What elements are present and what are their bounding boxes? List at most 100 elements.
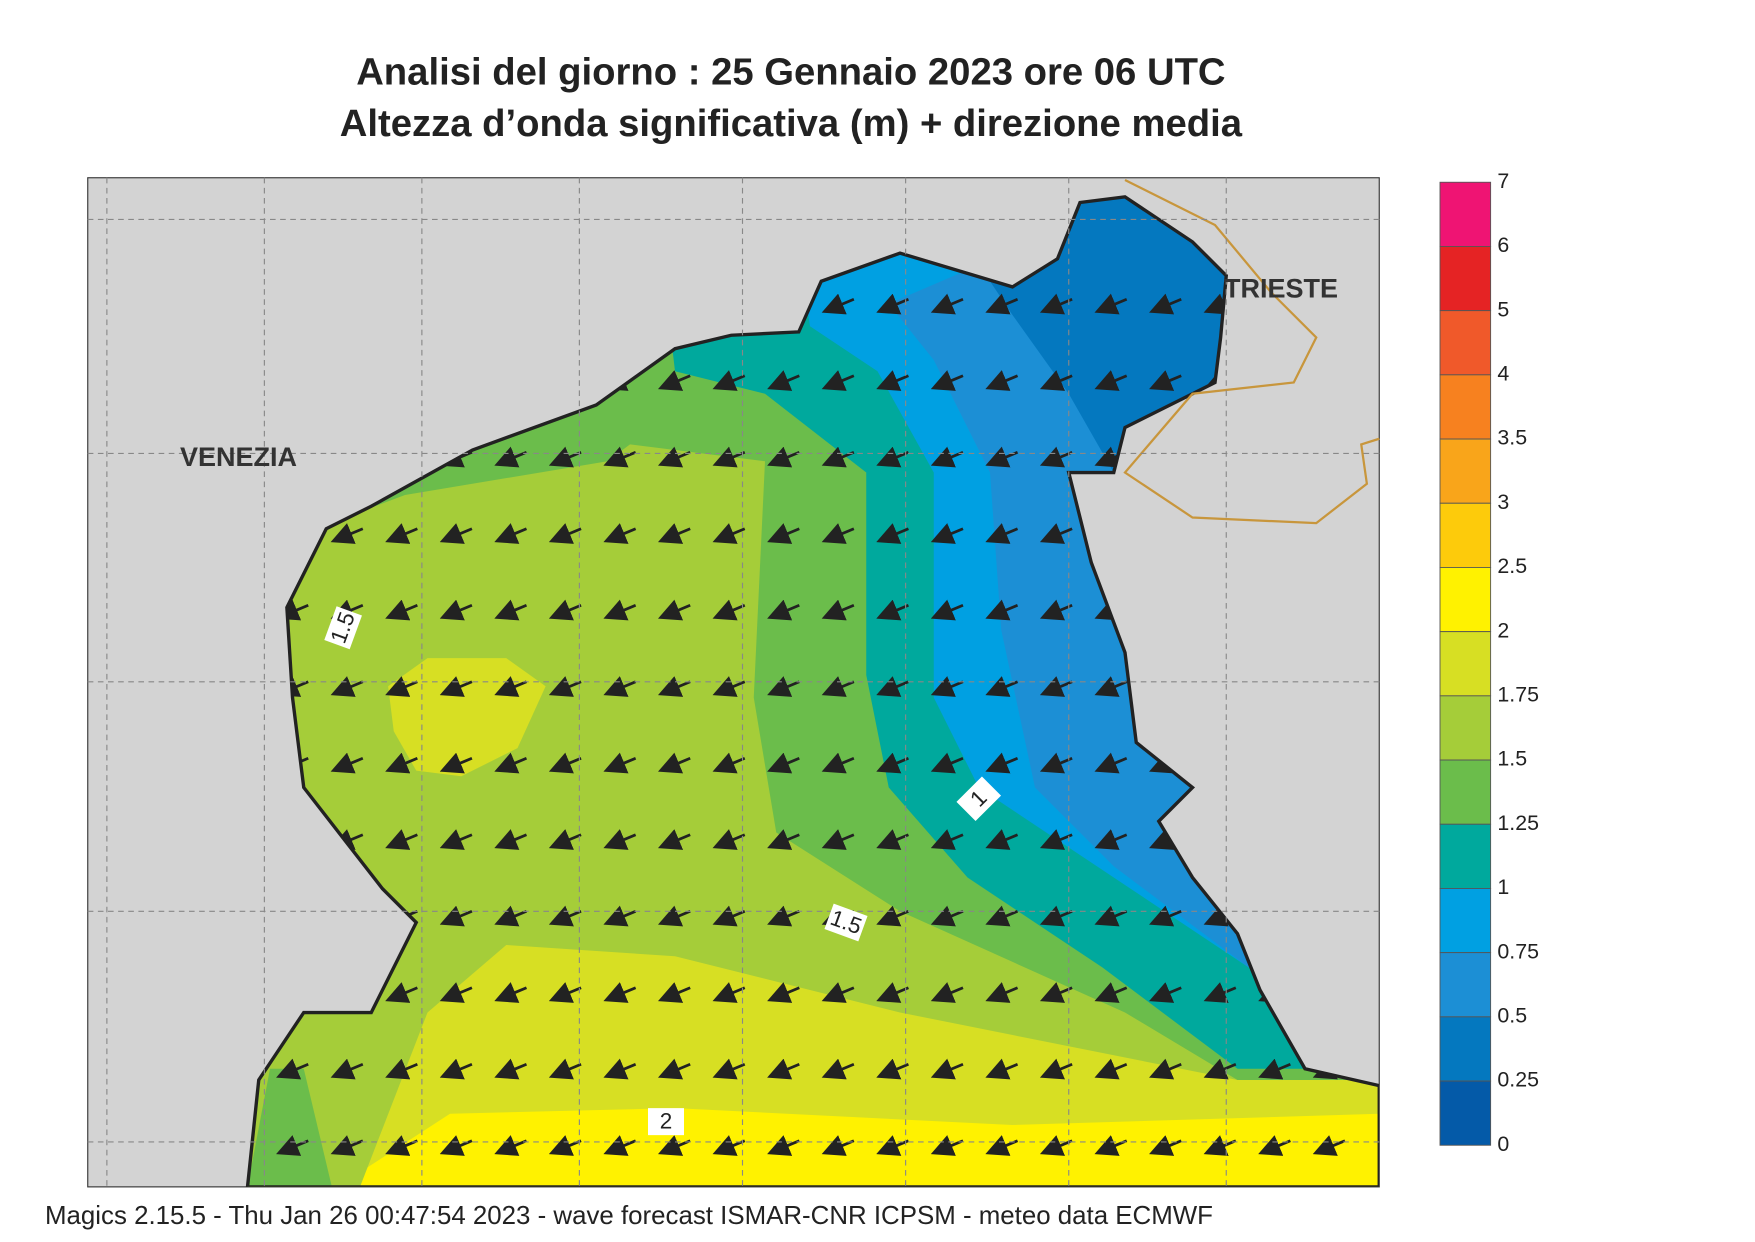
- arrow: [876, 370, 909, 391]
- label-box: [824, 903, 868, 942]
- arrow: [767, 676, 800, 697]
- arrow: [439, 1058, 473, 1080]
- arrow: [1094, 829, 1128, 850]
- arrow: [767, 982, 800, 1003]
- arrow: [1149, 370, 1182, 391]
- arrow: [548, 829, 582, 850]
- arrow: [439, 523, 473, 544]
- arrow: [712, 982, 746, 1003]
- arrow: [1039, 752, 1073, 774]
- arrow: [1039, 676, 1073, 697]
- arrow: [603, 599, 637, 621]
- contour-label: 1: [956, 776, 1002, 822]
- colorbar-swatch: [1439, 181, 1492, 247]
- arrow: [494, 752, 528, 774]
- arrow: [548, 523, 582, 544]
- arrow: [821, 676, 855, 697]
- arrow: [1094, 676, 1128, 697]
- colorbar-label: 3.5: [1497, 426, 1527, 450]
- contour-value: 2: [660, 1109, 673, 1134]
- colorbar-label: 2: [1497, 618, 1509, 642]
- arrow: [548, 676, 582, 697]
- arrow: [985, 905, 1019, 927]
- label-box: [956, 776, 1002, 822]
- arrow: [657, 523, 691, 544]
- arrow: [985, 293, 1019, 315]
- arrow: [712, 1135, 746, 1156]
- arrow: [439, 676, 473, 697]
- arrow: [494, 1135, 528, 1156]
- arrow: [276, 1058, 309, 1080]
- arrow: [548, 752, 582, 774]
- contour-label: 2: [648, 1108, 684, 1136]
- arrow: [712, 829, 746, 850]
- arrow: [712, 446, 746, 468]
- arrow: [985, 1058, 1019, 1080]
- place-label: VENEZIA: [180, 442, 297, 472]
- arrow: [985, 982, 1019, 1003]
- arrow: [276, 1135, 309, 1156]
- arrow: [494, 905, 528, 927]
- arrow: [821, 829, 855, 850]
- arrow: [930, 905, 964, 927]
- arrow: [1039, 982, 1073, 1003]
- arrow: [876, 752, 909, 774]
- arrow: [439, 905, 473, 927]
- arrow: [1094, 905, 1128, 927]
- colorbar-swatch: [1439, 374, 1492, 440]
- arrow: [603, 752, 637, 774]
- arrow: [712, 523, 746, 544]
- arrow: [1039, 370, 1073, 391]
- arrow: [930, 370, 964, 391]
- arrow: [385, 829, 418, 850]
- zone: [247, 1068, 332, 1187]
- arrow: [930, 829, 964, 850]
- arrow: [385, 1135, 418, 1156]
- arrow: [657, 599, 691, 621]
- arrow: [1203, 1135, 1237, 1156]
- arrow: [712, 599, 746, 621]
- colorbar-swatch: [1439, 310, 1492, 376]
- arrow: [385, 523, 418, 544]
- arrow: [821, 982, 855, 1003]
- arrow: [1039, 905, 1073, 927]
- arrow: [930, 1135, 964, 1156]
- colorbar-swatch: [1439, 245, 1492, 312]
- arrow: [876, 1135, 909, 1156]
- arrow: [1039, 446, 1073, 468]
- arrow: [657, 676, 691, 697]
- arrow: [657, 1135, 691, 1156]
- arrow: [439, 982, 473, 1003]
- colorbar-swatch: [1439, 566, 1492, 633]
- arrow: [1039, 1135, 1073, 1156]
- arrow: [821, 599, 855, 621]
- arrow: [930, 599, 964, 621]
- arrow: [548, 1058, 582, 1080]
- label-box: [648, 1108, 684, 1136]
- arrow: [439, 1135, 473, 1156]
- arrow: [876, 829, 909, 850]
- arrow: [603, 905, 637, 927]
- colorbar-swatch: [1439, 823, 1492, 889]
- arrow: [603, 829, 637, 850]
- arrow: [712, 905, 746, 927]
- colorbar-swatch: [1439, 888, 1492, 954]
- arrow: [985, 1135, 1019, 1156]
- arrow: [1039, 293, 1073, 315]
- colorbar-label: 6: [1497, 233, 1509, 257]
- colorbar-label: 7: [1497, 169, 1509, 193]
- arrow: [876, 293, 909, 315]
- arrow: [930, 523, 964, 544]
- arrow: [603, 676, 637, 697]
- arrow: [985, 752, 1019, 774]
- arrow: [657, 752, 691, 774]
- arrow: [876, 599, 909, 621]
- arrow: [985, 676, 1019, 697]
- arrow: [930, 446, 964, 468]
- arrow: [1149, 982, 1182, 1003]
- arrow: [1149, 905, 1182, 927]
- arrow: [385, 1058, 418, 1080]
- colorbar-label: 0.75: [1497, 939, 1539, 963]
- arrow: [657, 1058, 691, 1080]
